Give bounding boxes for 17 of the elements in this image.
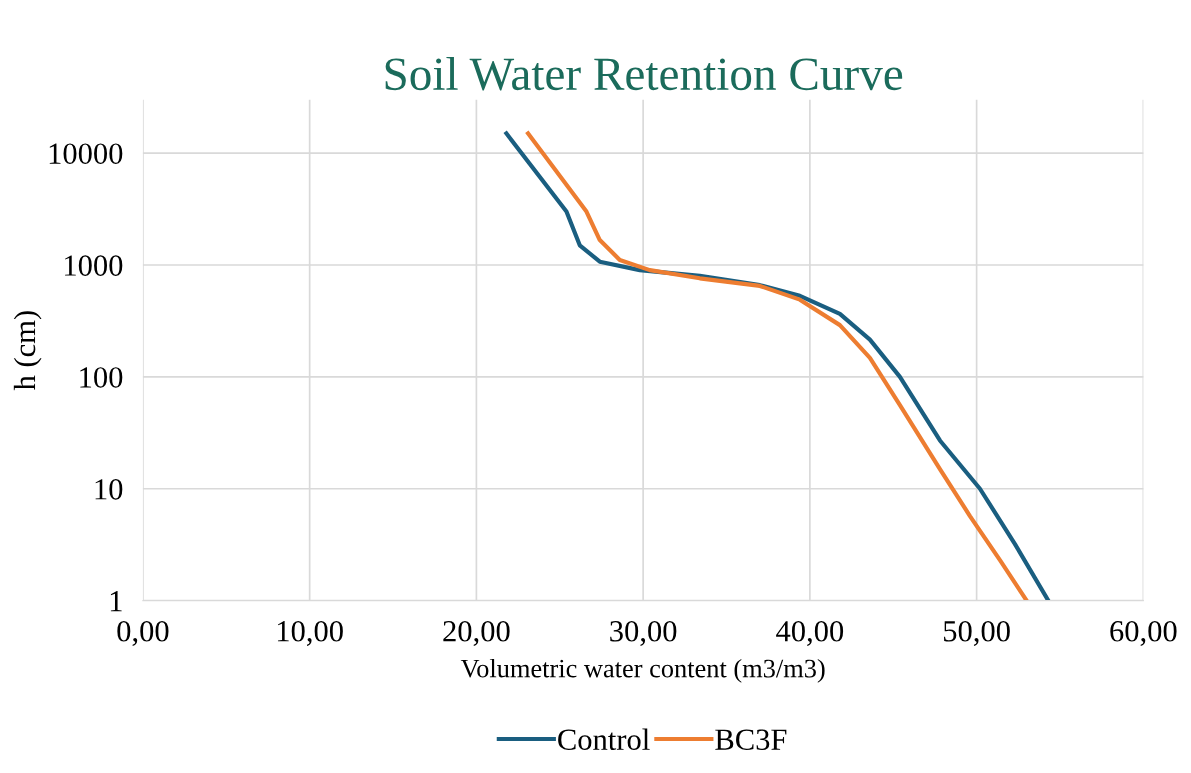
x-tick-label: 40,00 [776,620,844,646]
x-tick-label: 0,00 [117,620,169,646]
x-tick-label: 60,00 [1110,620,1177,646]
x-tick-label: 30,00 [610,620,677,646]
x-tick-label: 10,00 [277,620,343,646]
y-tick-label: 1 [110,591,122,612]
y-tick-label: 10000 [49,143,123,164]
legend-label: BC3F [715,729,787,750]
x-axis-title: Volumetric water content (m3/m3) [460,658,825,683]
chart-title: Soil Water Retention Curve [385,56,903,91]
y-tick-label: 10 [95,479,123,500]
y-tick-label: 1000 [65,255,123,276]
y-axis-title: h (cm) [13,311,42,391]
y-tick-label: 100 [80,367,123,388]
legend-label: Control [558,728,650,750]
x-tick-label: 50,00 [944,620,1010,646]
x-tick-label: 20,00 [443,620,510,646]
